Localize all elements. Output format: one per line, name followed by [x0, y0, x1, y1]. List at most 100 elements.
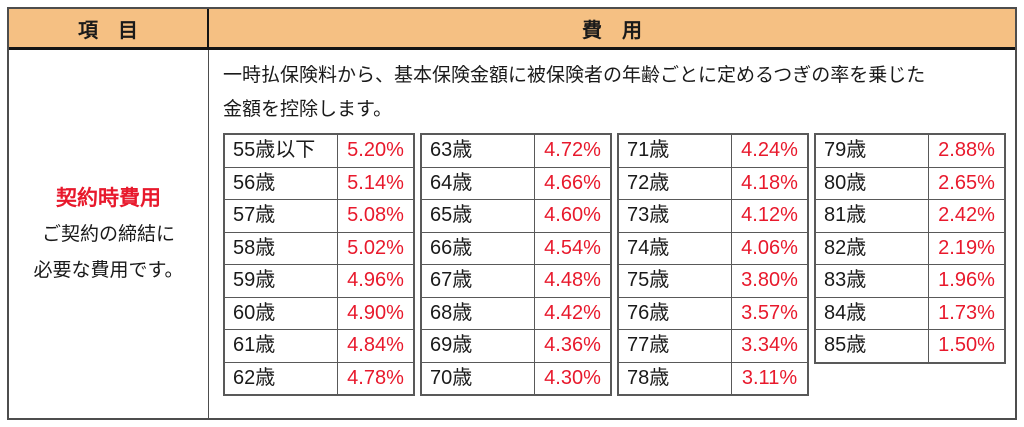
age-cell: 76歳 [627, 301, 670, 324]
age-cell: 84歳 [824, 301, 867, 324]
fee-description-line-2: 金額を控除します。 [223, 99, 393, 120]
rate-row: 71歳 4.24% [619, 135, 807, 167]
fee-cell: 一時払保険料から、基本保険金額に被保険者の年齢ごとに定めるつぎの率を乗じた 金額… [209, 50, 1015, 418]
rate-cell: 4.24% [731, 135, 807, 167]
rate-cell: 4.30% [534, 362, 610, 394]
rate-cell: 3.80% [731, 265, 807, 297]
rate-cell: 4.96% [337, 265, 413, 297]
age-cell: 65歳 [430, 204, 473, 226]
fee-description-line-1: 一時払保険料から、基本保険金額に被保険者の年齢ごとに定めるつぎの率を乗じた [223, 65, 926, 86]
rate-cell: 4.48% [534, 265, 610, 297]
rate-cell: 4.66% [534, 167, 610, 199]
item-description-line-2: 必要な費用です。 [33, 259, 184, 281]
rate-cell: 3.11% [731, 362, 807, 394]
rate-row: 64歳 4.66% [422, 166, 610, 199]
rate-cell: 4.60% [534, 200, 610, 232]
rate-row: 59歳 4.96% [225, 264, 413, 297]
rate-cell: 2.19% [928, 232, 1004, 264]
rate-cell: 4.18% [731, 167, 807, 199]
age-cell: 77歳 [627, 334, 670, 356]
table-header-row: 項 目 費 用 [9, 9, 1015, 50]
age-cell: 58歳 [233, 236, 276, 259]
rate-cell: 4.06% [731, 232, 807, 264]
rate-cell: 1.73% [928, 297, 1004, 329]
age-cell: 78歳 [627, 366, 670, 389]
rate-cell: 1.96% [928, 265, 1004, 297]
age-cell: 82歳 [824, 236, 867, 259]
rate-cell: 4.78% [337, 362, 413, 394]
rate-tables: 55歳以下 5.20% 56歳 5.14% 57歳 5.08% 58歳 5.02% 59歳 4.9… [223, 133, 1015, 396]
age-cell: 71歳 [627, 139, 670, 161]
age-cell: 59歳 [233, 269, 276, 291]
rate-row: 80歳 2.65% [816, 166, 1004, 199]
age-cell: 80歳 [824, 171, 867, 194]
fee-table: 項 目 費 用 契約時費用 ご契約の締結に 必要な費用です。 一時払保険料から、… [7, 7, 1017, 420]
rate-row: 68歳 4.42% [422, 296, 610, 329]
rate-cell: 5.08% [337, 200, 413, 232]
header-fee: 費 用 [582, 19, 642, 42]
rate-cell: 2.42% [928, 200, 1004, 232]
rate-row: 76歳 3.57% [619, 296, 807, 329]
rate-row: 55歳以下 5.20% [225, 135, 413, 167]
age-cell: 74歳 [627, 236, 670, 259]
rate-row: 57歳 5.08% [225, 199, 413, 232]
rate-cell: 4.90% [337, 297, 413, 329]
table-body-row: 契約時費用 ご契約の締結に 必要な費用です。 一時払保険料から、基本保険金額に被… [9, 50, 1015, 418]
rate-cell: 4.42% [534, 297, 610, 329]
rate-row: 61歳 4.84% [225, 329, 413, 362]
rate-row: 60歳 4.90% [225, 296, 413, 329]
rate-table-4: 79歳 2.88% 80歳 2.65% 81歳 2.42% 82歳 2.19% 83歳 1.96%… [814, 133, 1006, 364]
rate-cell: 4.54% [534, 232, 610, 264]
age-cell: 68歳 [430, 301, 473, 324]
item-cell: 契約時費用 ご契約の締結に 必要な費用です。 [9, 50, 209, 418]
age-cell: 72歳 [627, 171, 670, 194]
rate-row: 56歳 5.14% [225, 166, 413, 199]
age-cell: 70歳 [430, 366, 473, 389]
rate-cell: 4.72% [534, 135, 610, 167]
rate-row: 83歳 1.96% [816, 264, 1004, 297]
age-cell: 75歳 [627, 269, 670, 291]
rate-row: 81歳 2.42% [816, 199, 1004, 232]
rate-cell: 3.57% [731, 297, 807, 329]
rate-row: 58歳 5.02% [225, 231, 413, 264]
rate-row: 65歳 4.60% [422, 199, 610, 232]
rate-row: 85歳 1.50% [816, 329, 1004, 362]
rate-row: 63歳 4.72% [422, 135, 610, 167]
rate-row: 84歳 1.73% [816, 296, 1004, 329]
age-cell: 62歳 [233, 366, 276, 389]
rate-table-3: 71歳 4.24% 72歳 4.18% 73歳 4.12% 74歳 4.06% 75歳 3.80%… [617, 133, 809, 396]
age-cell: 69歳 [430, 334, 473, 356]
age-cell: 73歳 [627, 204, 670, 226]
rate-row: 72歳 4.18% [619, 166, 807, 199]
rate-table-2: 63歳 4.72% 64歳 4.66% 65歳 4.60% 66歳 4.54% 67歳 4.48%… [420, 133, 612, 396]
rate-row: 78歳 3.11% [619, 361, 807, 394]
age-cell: 85歳 [824, 334, 867, 356]
header-item: 項 目 [9, 9, 209, 47]
rate-cell: 2.65% [928, 167, 1004, 199]
rate-cell: 4.12% [731, 200, 807, 232]
rate-row: 66歳 4.54% [422, 231, 610, 264]
item-description-line-1: ご契約の締結に [41, 223, 175, 245]
rate-cell: 5.20% [337, 135, 413, 167]
age-cell: 83歳 [824, 269, 867, 291]
rate-row: 79歳 2.88% [816, 135, 1004, 167]
age-cell: 63歳 [430, 139, 473, 161]
rate-row: 69歳 4.36% [422, 329, 610, 362]
age-cell: 67歳 [430, 269, 473, 291]
rate-row: 70歳 4.30% [422, 361, 610, 394]
rate-row: 73歳 4.12% [619, 199, 807, 232]
age-cell: 81歳 [824, 204, 867, 226]
rate-cell: 5.02% [337, 232, 413, 264]
age-cell: 56歳 [233, 171, 276, 194]
rate-cell: 1.50% [928, 330, 1004, 362]
age-cell: 55歳以下 [233, 139, 316, 161]
rate-row: 77歳 3.34% [619, 329, 807, 362]
age-cell: 79歳 [824, 139, 867, 161]
rate-row: 74歳 4.06% [619, 231, 807, 264]
age-cell: 66歳 [430, 236, 473, 259]
rate-cell: 2.88% [928, 135, 1004, 167]
age-cell: 60歳 [233, 301, 276, 324]
rate-row: 75歳 3.80% [619, 264, 807, 297]
rate-table-1: 55歳以下 5.20% 56歳 5.14% 57歳 5.08% 58歳 5.02% 59歳 4.9… [223, 133, 415, 396]
